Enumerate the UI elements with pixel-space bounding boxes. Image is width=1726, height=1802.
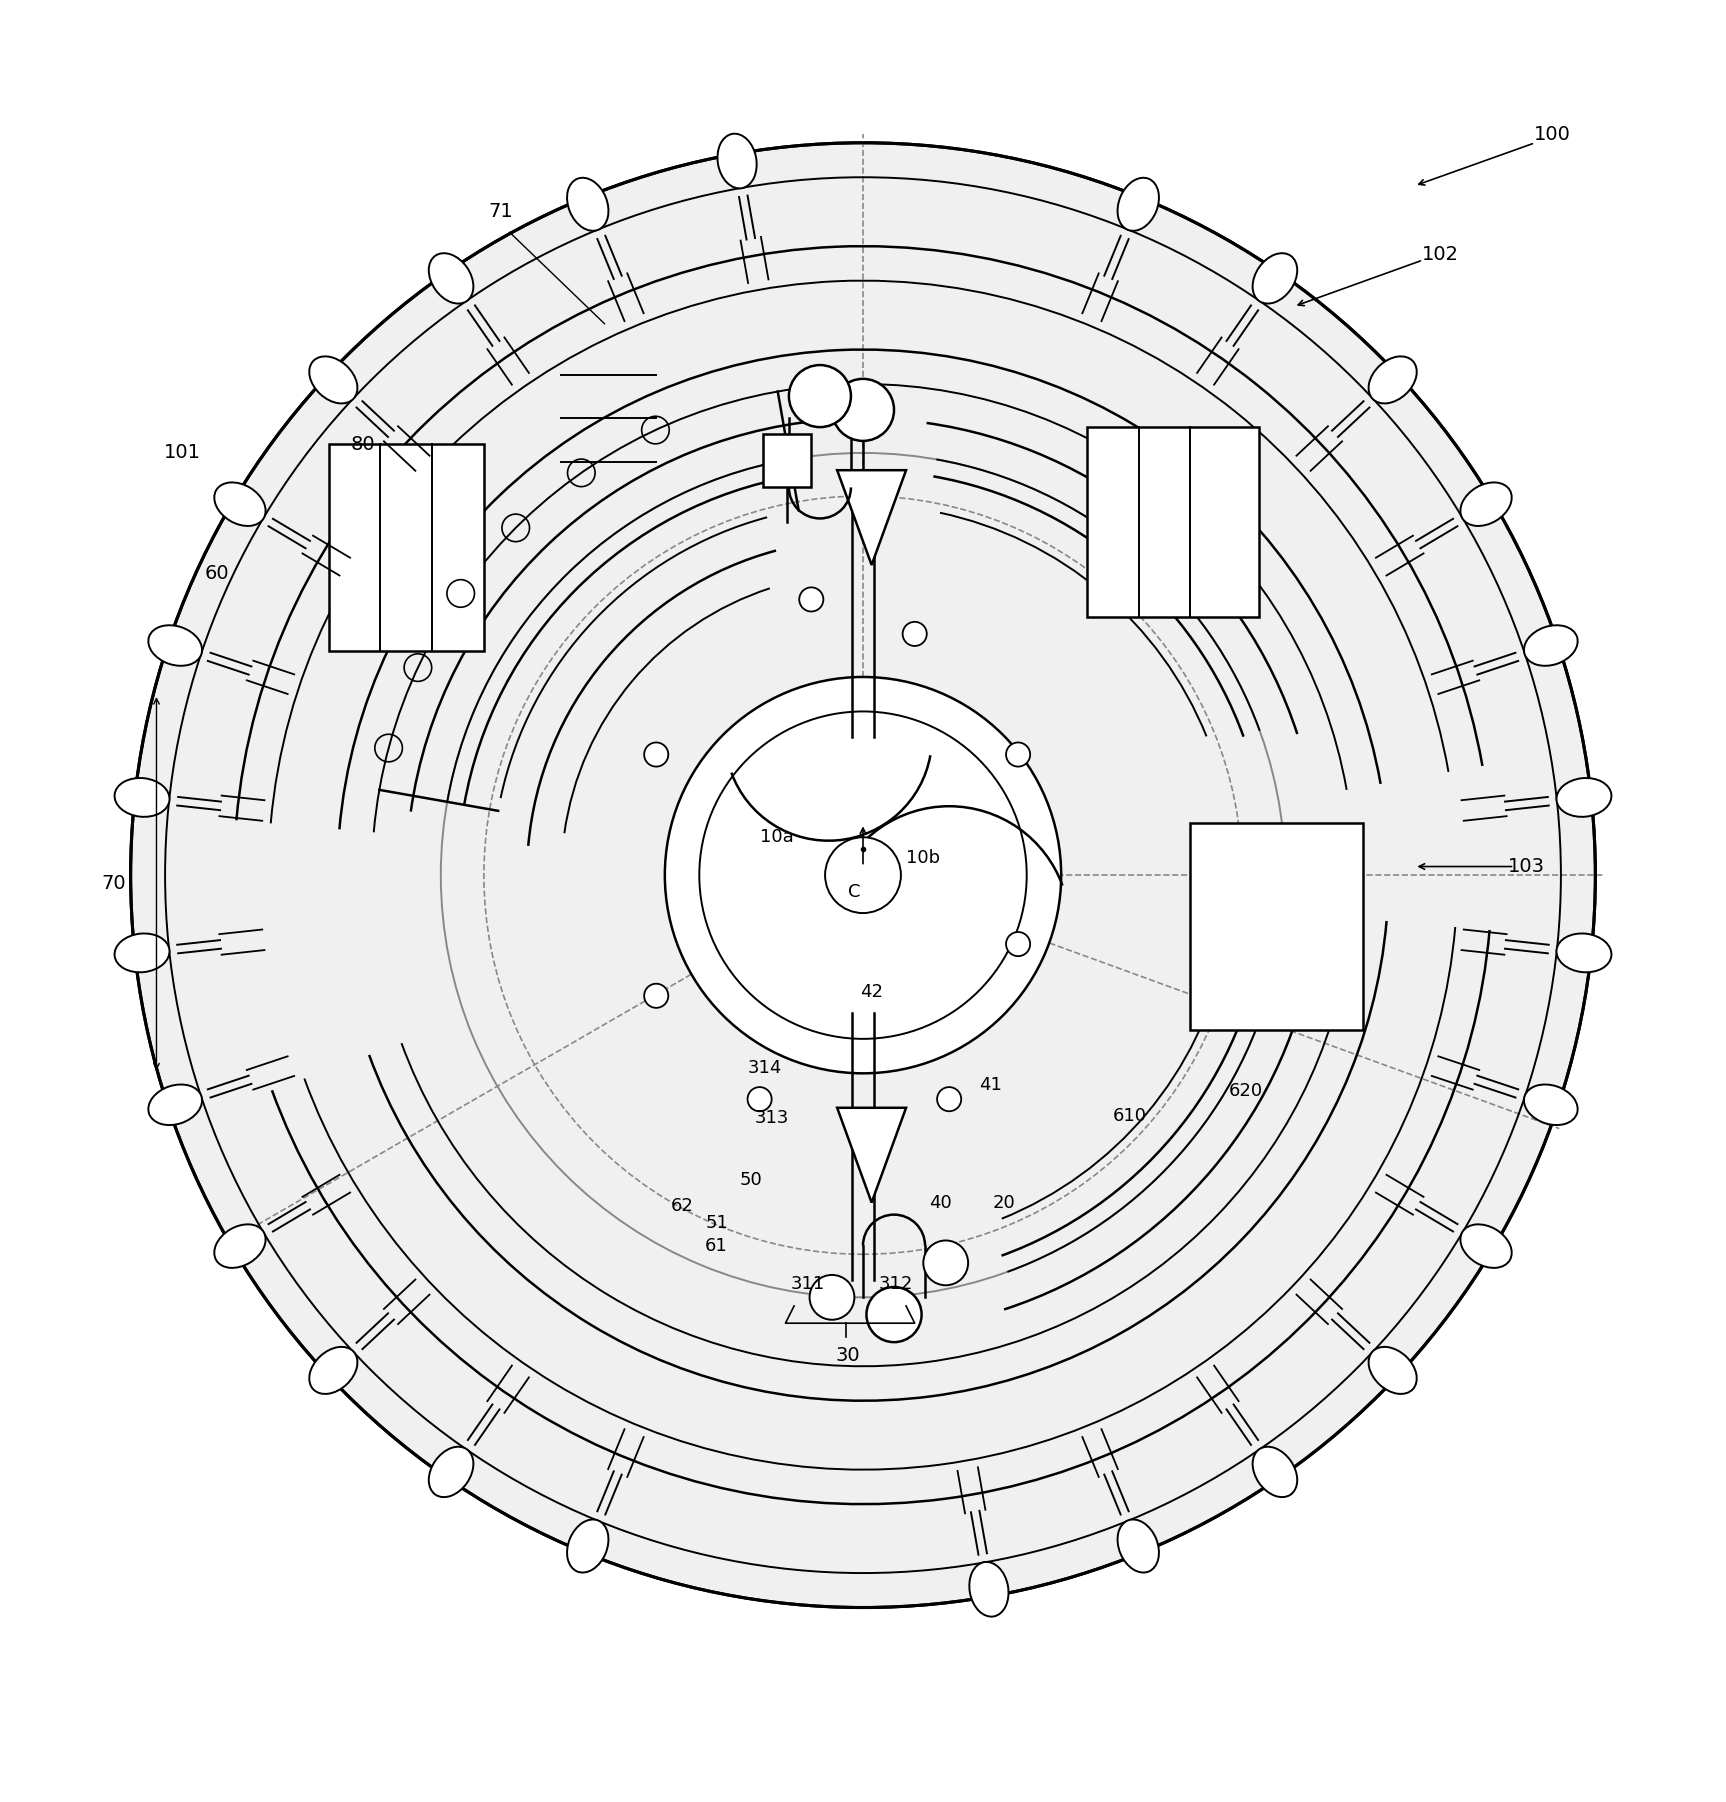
Ellipse shape (718, 133, 756, 189)
Circle shape (832, 378, 894, 441)
Polygon shape (837, 470, 906, 566)
Text: 10a: 10a (759, 829, 794, 847)
Ellipse shape (214, 483, 266, 526)
Text: 70: 70 (102, 874, 126, 894)
Circle shape (131, 142, 1595, 1607)
Ellipse shape (1369, 357, 1417, 404)
Ellipse shape (428, 1447, 473, 1497)
Ellipse shape (428, 252, 473, 303)
Text: 50: 50 (740, 1171, 763, 1189)
Text: 610: 610 (1113, 1108, 1148, 1126)
Ellipse shape (214, 1224, 266, 1269)
Text: 71: 71 (488, 202, 514, 222)
FancyBboxPatch shape (1087, 427, 1260, 616)
Ellipse shape (148, 625, 202, 665)
Ellipse shape (148, 1085, 202, 1124)
Circle shape (903, 622, 927, 645)
Circle shape (825, 838, 901, 914)
Text: 100: 100 (1534, 124, 1571, 144)
Text: 10b: 10b (906, 849, 941, 867)
Text: 103: 103 (1509, 858, 1545, 876)
Text: 102: 102 (1422, 245, 1458, 265)
Ellipse shape (114, 778, 169, 816)
Text: C: C (847, 883, 861, 901)
Text: 61: 61 (706, 1236, 728, 1254)
Ellipse shape (1524, 625, 1578, 665)
Circle shape (923, 1240, 968, 1285)
Text: 80: 80 (350, 434, 376, 454)
Ellipse shape (309, 1346, 357, 1395)
Ellipse shape (1369, 1346, 1417, 1395)
Text: 314: 314 (747, 1060, 782, 1078)
Ellipse shape (1460, 483, 1512, 526)
Text: 20: 20 (992, 1193, 1015, 1211)
Circle shape (937, 1087, 961, 1112)
Text: 62: 62 (671, 1197, 694, 1215)
Circle shape (866, 1287, 922, 1342)
Circle shape (1006, 932, 1030, 957)
Circle shape (809, 1276, 854, 1319)
Circle shape (799, 587, 823, 611)
Text: 312: 312 (879, 1274, 913, 1292)
Circle shape (644, 984, 668, 1007)
Ellipse shape (114, 933, 169, 973)
Text: 41: 41 (979, 1076, 1003, 1094)
Ellipse shape (568, 178, 609, 231)
Ellipse shape (1253, 1447, 1298, 1497)
FancyBboxPatch shape (1191, 824, 1364, 1031)
Text: 51: 51 (706, 1215, 728, 1233)
Ellipse shape (970, 1562, 1008, 1616)
Ellipse shape (1253, 252, 1298, 303)
Ellipse shape (1117, 178, 1158, 231)
Circle shape (789, 366, 851, 427)
Text: 42: 42 (860, 984, 884, 1002)
Polygon shape (837, 1108, 906, 1202)
Ellipse shape (1460, 1224, 1512, 1269)
Ellipse shape (568, 1519, 609, 1573)
Text: 620: 620 (1229, 1081, 1263, 1099)
Ellipse shape (1557, 778, 1612, 816)
Circle shape (1006, 742, 1030, 766)
Ellipse shape (309, 357, 357, 404)
Circle shape (665, 678, 1061, 1074)
FancyBboxPatch shape (328, 445, 483, 651)
Ellipse shape (1117, 1519, 1158, 1573)
Text: 311: 311 (791, 1274, 825, 1292)
Text: 30: 30 (835, 1346, 860, 1366)
Ellipse shape (1557, 933, 1612, 973)
Text: 101: 101 (164, 443, 200, 463)
Ellipse shape (1524, 1085, 1578, 1124)
Text: 60: 60 (204, 564, 230, 584)
Text: 40: 40 (929, 1193, 953, 1211)
Circle shape (644, 742, 668, 766)
Circle shape (747, 1087, 772, 1112)
Bar (763, 434, 811, 487)
Text: 313: 313 (754, 1108, 789, 1126)
